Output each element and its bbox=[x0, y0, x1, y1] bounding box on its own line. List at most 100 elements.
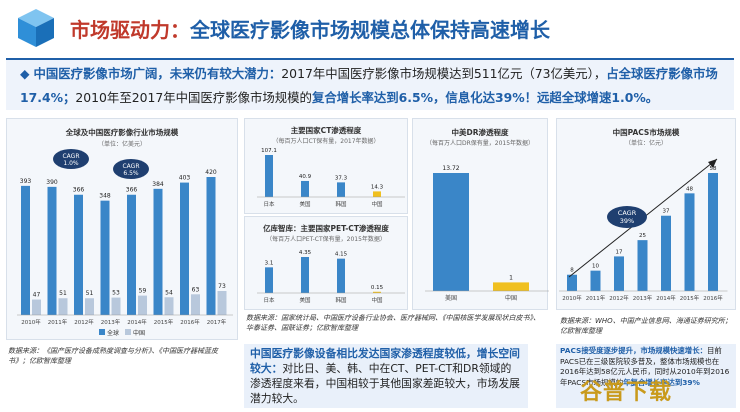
data-label-global: 366 bbox=[126, 187, 138, 194]
bar bbox=[337, 258, 345, 293]
x-tick-label: 2012年 bbox=[609, 294, 629, 302]
bar-global bbox=[21, 185, 30, 315]
x-tick-label: 韩国 bbox=[335, 200, 347, 208]
cagr-value-2: 6.5% bbox=[123, 170, 139, 177]
banner-seg4: 2010年至2017年中国医疗影像市场规模的 bbox=[75, 90, 312, 105]
x-tick-label: 日本 bbox=[263, 200, 275, 208]
panel-petct: 亿库智库：主要国家PET-CT渗透程度 （每百万人口PET-CT保有量，2015… bbox=[244, 216, 408, 310]
data-label-china: 73 bbox=[218, 283, 226, 290]
data-label: 107.1 bbox=[261, 148, 277, 154]
data-label-china: 51 bbox=[86, 290, 94, 297]
data-label: 4.15 bbox=[335, 252, 348, 258]
cagr-value-1: 1.0% bbox=[63, 160, 79, 167]
data-label-global: 384 bbox=[152, 181, 164, 188]
data-label: 10 bbox=[592, 264, 599, 270]
bar bbox=[567, 274, 577, 291]
x-tick-label: 2014年 bbox=[656, 294, 676, 302]
legend-swatch-global bbox=[99, 329, 105, 335]
page-title: 市场驱动力：全球医疗影像市场规模总体保持高速增长 bbox=[70, 14, 550, 43]
bar bbox=[493, 282, 529, 291]
bar bbox=[337, 182, 345, 197]
x-tick-label: 2016年 bbox=[703, 294, 723, 302]
legend-label-china: 中国 bbox=[133, 329, 145, 337]
bar bbox=[637, 240, 648, 291]
chart4-subtitle: （每百万人口DR保有量，2015年数据） bbox=[425, 140, 535, 147]
x-tick-label: 2013年 bbox=[101, 318, 121, 326]
bar-global bbox=[47, 186, 57, 315]
title-lead: 市场驱动力： bbox=[70, 18, 190, 42]
pacs-note-bold: PACS接受度逐步提升，市场规模快速增长： bbox=[560, 346, 707, 355]
cagr-value: 39% bbox=[620, 217, 634, 225]
data-label-global: 390 bbox=[46, 179, 58, 186]
pacs-note-text: 目前PACS已在三级医院较多普及，整体市场规模也在2016年达到58亿元人民币，… bbox=[560, 346, 730, 387]
data-label-global: 348 bbox=[99, 193, 111, 200]
bar-global bbox=[180, 182, 189, 315]
data-label-china: 59 bbox=[139, 288, 147, 295]
cagr-bubble bbox=[607, 206, 647, 228]
data-label: 3.1 bbox=[265, 260, 274, 266]
source-left: 数据来源：《国产医疗设备成熟度调查与分析》、《中国医疗器械蓝皮书》；亿欧智库整理 bbox=[8, 347, 218, 365]
legend-swatch-china bbox=[125, 329, 131, 335]
panel-global-market: 全球及中国医疗影像行业市场规模 （单位：亿美元） 393 47 2010年 390 51… bbox=[6, 118, 238, 340]
data-label-global: 393 bbox=[20, 178, 32, 185]
bar bbox=[708, 173, 718, 291]
cagr-label-1: CAGR bbox=[62, 153, 79, 160]
data-label: 8 bbox=[570, 268, 574, 274]
bar-global bbox=[127, 194, 136, 315]
cagr-bubble-1 bbox=[53, 149, 89, 169]
chart1-title: 全球及中国医疗影像行业市场规模 bbox=[65, 128, 179, 137]
data-label-china: 47 bbox=[33, 292, 41, 299]
data-label: 25 bbox=[639, 233, 646, 239]
banner-seg1: 中国医疗影像市场广阔，未来仍有较大潜力： bbox=[33, 66, 282, 81]
data-label: 48 bbox=[686, 186, 693, 192]
bar bbox=[265, 155, 273, 197]
x-tick-label: 2016年 bbox=[180, 318, 200, 326]
cagr-label-2: CAGR bbox=[122, 163, 139, 170]
data-label: 13.72 bbox=[442, 165, 459, 172]
data-label: 17 bbox=[616, 249, 623, 255]
bar-global bbox=[206, 177, 216, 315]
x-tick-label: 2011年 bbox=[48, 318, 68, 326]
data-label: 0.15 bbox=[371, 285, 384, 291]
trend-arrow-head-icon bbox=[708, 159, 717, 168]
chart3-title: 亿库智库：主要国家PET-CT渗透程度 bbox=[263, 224, 389, 233]
x-tick-label: 2011年 bbox=[586, 294, 606, 302]
pacs-note-box: PACS接受度逐步提升，市场规模快速增长：目前PACS已在三级医院较多普及，整体… bbox=[556, 344, 736, 408]
highlight-bold: 中国医疗影像设备相比发达国家渗透程度较低，增长空间较大： bbox=[250, 347, 520, 375]
data-label: 40.9 bbox=[299, 174, 312, 180]
chart5-title: 中国PACS市场规模 bbox=[612, 128, 680, 137]
source-middle: 数据来源：国家统计局、中国医疗设备行业协会、医疗器械网、《中国核医学发展现状白皮… bbox=[246, 314, 540, 332]
bar-china bbox=[217, 291, 227, 315]
bar-china bbox=[85, 298, 94, 315]
chart1-subtitle: （单位：亿美元） bbox=[97, 141, 146, 148]
x-tick-label: 中国 bbox=[371, 296, 383, 304]
banner-seg5: 复合增长率达到6.5%，信息化达39%！远超全球增速1.0%。 bbox=[311, 90, 659, 105]
cagr-bubble-2 bbox=[113, 159, 149, 179]
data-label-global: 403 bbox=[179, 175, 191, 182]
panel-pacs: 中国PACS市场规模 （单位：亿元） 8 2010年 10 2011年 17 2012年 2… bbox=[556, 118, 736, 310]
bar-china bbox=[58, 298, 68, 315]
x-tick-label: 中国 bbox=[505, 294, 517, 302]
banner-seg2: 2017年中国医疗影像市场规模达到511亿元（73亿美元）， bbox=[281, 66, 607, 81]
chart-petct: 3.1 日本 4.35 美国 4.15 韩国 0.15 中国 bbox=[257, 250, 405, 304]
panel-dr: 中美DR渗透程度 （每百万人口DR保有量，2015年数据） 13.72 美国 1 中国 bbox=[412, 118, 549, 310]
bar-china bbox=[191, 294, 200, 315]
source-right: 数据来源：WHO、中国产业信息网、海通证券研究所；亿欧智库整理 bbox=[560, 317, 732, 335]
chart4-title: 中美DR渗透程度 bbox=[451, 128, 509, 137]
bar bbox=[301, 180, 309, 197]
bar bbox=[590, 270, 601, 291]
data-label-china: 51 bbox=[59, 290, 67, 297]
bar-china bbox=[164, 297, 174, 315]
data-label: 37 bbox=[663, 209, 670, 215]
chart-dr: 13.72 美国 1 中国 bbox=[425, 165, 549, 302]
watermark-logo: 谷普下载 bbox=[580, 380, 673, 405]
x-tick-label: 2012年 bbox=[74, 318, 94, 326]
data-label-global: 366 bbox=[73, 187, 85, 194]
highlight-text: 对比日、美、韩、中在CT、PET-CT和DR领域的渗透程度来看，中国相较于其他国… bbox=[250, 362, 520, 405]
bar bbox=[373, 291, 381, 293]
bar bbox=[301, 257, 309, 293]
chart-ct: 107.1 日本 40.9 美国 37.3 韩国 14.3 中国 bbox=[257, 148, 405, 208]
x-tick-label: 日本 bbox=[263, 296, 275, 304]
x-tick-label: 2014年 bbox=[127, 318, 147, 326]
data-label-global: 420 bbox=[205, 169, 217, 176]
